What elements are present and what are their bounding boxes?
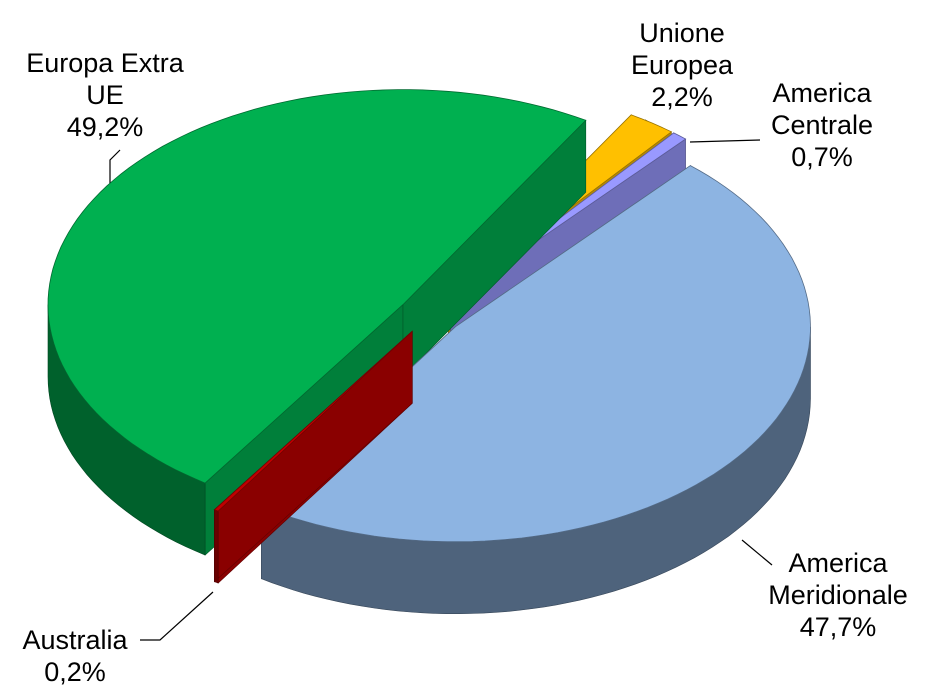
slice-top (260, 165, 811, 543)
data-label: Unione Europea 2,2% (607, 17, 757, 113)
label-value: 47,7% (799, 612, 877, 642)
data-label: Australia 0,2% (10, 624, 140, 688)
leader-line (741, 539, 773, 566)
label-value: 49,2% (66, 112, 144, 142)
data-label: America Centrale 0,7% (752, 77, 892, 173)
slice-top (213, 330, 413, 512)
label-name: Australia (22, 625, 128, 655)
leader-line (140, 591, 214, 641)
label-name: America Centrale (770, 78, 874, 140)
leader-line (689, 139, 761, 143)
leader-line (109, 149, 121, 190)
data-label: America Meridionale 47,7% (753, 547, 923, 643)
label-value: 2,2% (651, 82, 713, 112)
label-name: America Meridionale (768, 548, 908, 610)
label-name: Unione Europea (630, 18, 734, 80)
slice-wall (214, 509, 219, 584)
slice-top (47, 89, 587, 484)
label-value: 0,7% (791, 142, 853, 172)
label-name: Europa Extra UE (26, 48, 184, 110)
label-value: 0,2% (44, 657, 106, 687)
data-label: Europa Extra UE 49,2% (5, 47, 205, 143)
slice (213, 330, 413, 584)
pie (47, 89, 811, 614)
